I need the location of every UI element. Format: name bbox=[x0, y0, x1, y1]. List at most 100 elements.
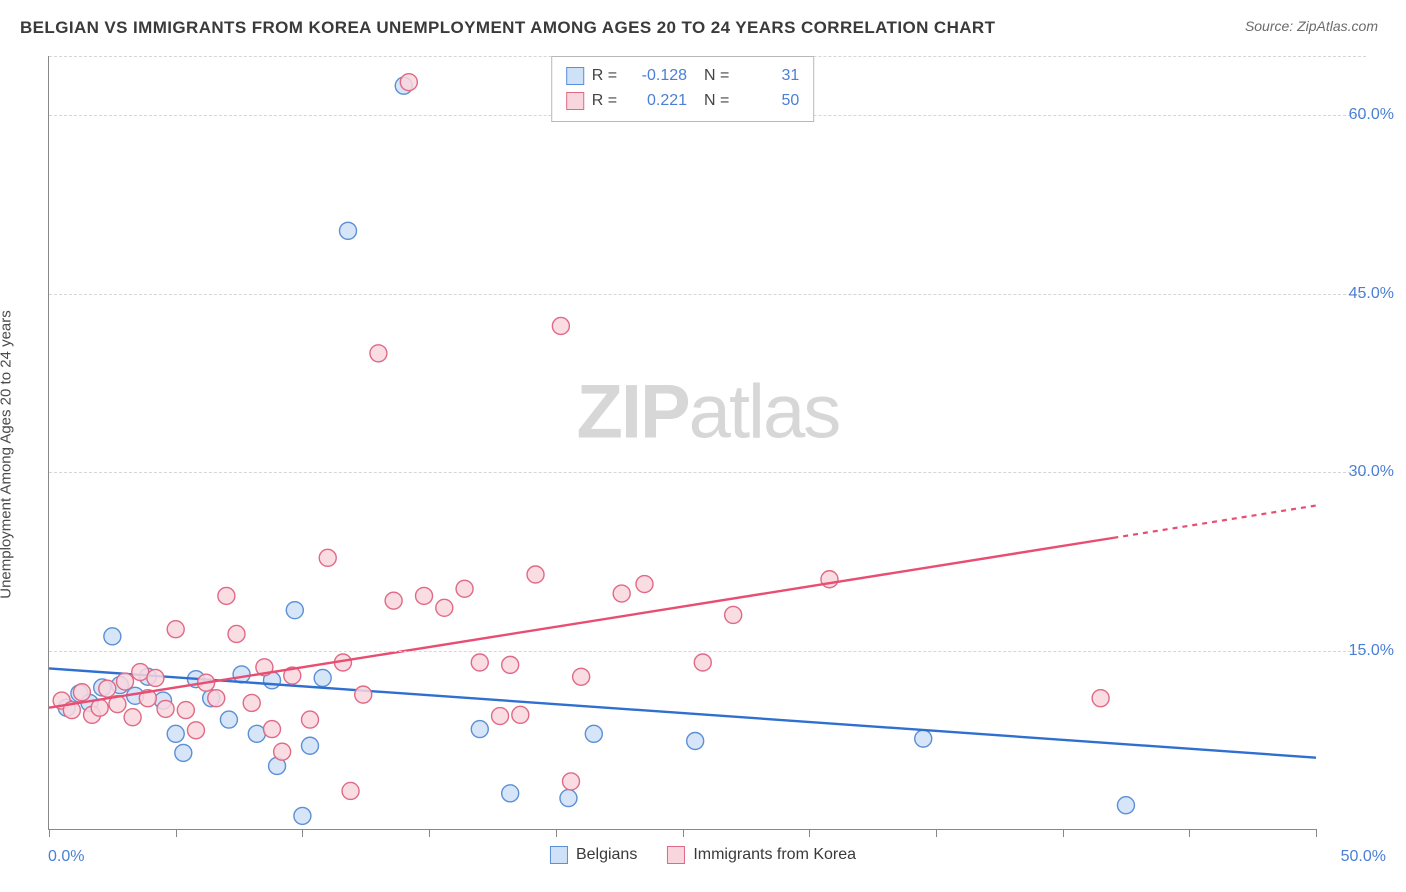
data-point bbox=[416, 587, 433, 604]
x-tick bbox=[683, 829, 684, 837]
legend-label: Belgians bbox=[576, 846, 637, 863]
legend-n-label: N = bbox=[695, 64, 729, 89]
legend-item-korea: Immigrants from Korea bbox=[667, 846, 856, 864]
y-tick-label: 15.0% bbox=[1349, 642, 1394, 660]
data-point bbox=[294, 807, 311, 824]
legend-label: Immigrants from Korea bbox=[693, 846, 856, 863]
legend-swatch-korea bbox=[566, 92, 584, 110]
data-point bbox=[512, 706, 529, 723]
data-point bbox=[124, 709, 141, 726]
x-axis-min-label: 0.0% bbox=[48, 848, 84, 866]
y-axis-label: Unemployment Among Ages 20 to 24 years bbox=[0, 310, 15, 599]
data-point bbox=[99, 680, 116, 697]
data-point bbox=[132, 664, 149, 681]
data-point bbox=[636, 576, 653, 593]
data-point bbox=[274, 743, 291, 760]
data-point bbox=[177, 702, 194, 719]
data-point bbox=[471, 721, 488, 738]
correlation-legend: R = -0.128 N = 31 R = 0.221 N = 50 bbox=[551, 56, 815, 122]
x-tick bbox=[556, 829, 557, 837]
gridline bbox=[49, 472, 1366, 473]
legend-n-value-belgians: 31 bbox=[737, 64, 799, 89]
data-point bbox=[263, 721, 280, 738]
x-tick bbox=[302, 829, 303, 837]
data-point bbox=[319, 549, 336, 566]
legend-swatch-belgians bbox=[566, 67, 584, 85]
legend-n-value-korea: 50 bbox=[737, 89, 799, 114]
trendline-extrapolated bbox=[1113, 506, 1316, 538]
data-point bbox=[563, 773, 580, 790]
data-point bbox=[502, 785, 519, 802]
x-tick bbox=[176, 829, 177, 837]
legend-r-value-belgians: -0.128 bbox=[625, 64, 687, 89]
data-point bbox=[147, 669, 164, 686]
data-point bbox=[613, 585, 630, 602]
x-tick bbox=[1316, 829, 1317, 837]
x-tick bbox=[429, 829, 430, 837]
data-point bbox=[302, 737, 319, 754]
data-point bbox=[248, 725, 265, 742]
data-point bbox=[167, 725, 184, 742]
data-point bbox=[573, 668, 590, 685]
y-tick-label: 30.0% bbox=[1349, 463, 1394, 481]
data-point bbox=[167, 621, 184, 638]
legend-r-value-korea: 0.221 bbox=[625, 89, 687, 114]
series-legend: Belgians Immigrants from Korea bbox=[550, 846, 856, 864]
data-point bbox=[436, 599, 453, 616]
x-tick bbox=[936, 829, 937, 837]
data-point bbox=[1117, 797, 1134, 814]
data-point bbox=[552, 317, 569, 334]
data-point bbox=[502, 656, 519, 673]
data-point bbox=[400, 74, 417, 91]
y-tick-label: 45.0% bbox=[1349, 285, 1394, 303]
data-point bbox=[687, 732, 704, 749]
data-point bbox=[385, 592, 402, 609]
chart-title: BELGIAN VS IMMIGRANTS FROM KOREA UNEMPLO… bbox=[20, 18, 995, 38]
data-point bbox=[585, 725, 602, 742]
data-point bbox=[342, 782, 359, 799]
data-point bbox=[157, 700, 174, 717]
legend-r-label: R = bbox=[592, 89, 617, 114]
source-attribution: Source: ZipAtlas.com bbox=[1245, 18, 1378, 34]
chart-plot-area: ZIPatlas R = -0.128 N = 31 R = 0.221 N =… bbox=[48, 56, 1316, 830]
data-point bbox=[355, 686, 372, 703]
legend-row-belgians: R = -0.128 N = 31 bbox=[566, 64, 800, 89]
data-point bbox=[73, 684, 90, 701]
x-tick bbox=[1063, 829, 1064, 837]
gridline bbox=[49, 651, 1366, 652]
trendline bbox=[49, 668, 1316, 757]
data-point bbox=[233, 666, 250, 683]
scatter-plot-svg bbox=[49, 56, 1316, 829]
data-point bbox=[286, 602, 303, 619]
data-point bbox=[492, 708, 509, 725]
data-point bbox=[104, 628, 121, 645]
data-point bbox=[456, 580, 473, 597]
data-point bbox=[218, 587, 235, 604]
data-point bbox=[208, 690, 225, 707]
data-point bbox=[560, 790, 577, 807]
data-point bbox=[302, 711, 319, 728]
data-point bbox=[527, 566, 544, 583]
legend-swatch-icon bbox=[550, 846, 568, 864]
x-tick bbox=[49, 829, 50, 837]
data-point bbox=[175, 744, 192, 761]
legend-r-label: R = bbox=[592, 64, 617, 89]
data-point bbox=[694, 654, 711, 671]
legend-row-korea: R = 0.221 N = 50 bbox=[566, 89, 800, 114]
legend-n-label: N = bbox=[695, 89, 729, 114]
data-point bbox=[117, 673, 134, 690]
data-point bbox=[228, 625, 245, 642]
gridline bbox=[49, 294, 1366, 295]
data-point bbox=[220, 711, 237, 728]
data-point bbox=[725, 606, 742, 623]
data-point bbox=[314, 669, 331, 686]
x-axis-max-label: 50.0% bbox=[1341, 848, 1386, 866]
data-point bbox=[243, 694, 260, 711]
x-tick bbox=[809, 829, 810, 837]
data-point bbox=[915, 730, 932, 747]
data-point bbox=[340, 222, 357, 239]
y-tick-label: 60.0% bbox=[1349, 106, 1394, 124]
legend-item-belgians: Belgians bbox=[550, 846, 637, 864]
data-point bbox=[1092, 690, 1109, 707]
data-point bbox=[187, 722, 204, 739]
